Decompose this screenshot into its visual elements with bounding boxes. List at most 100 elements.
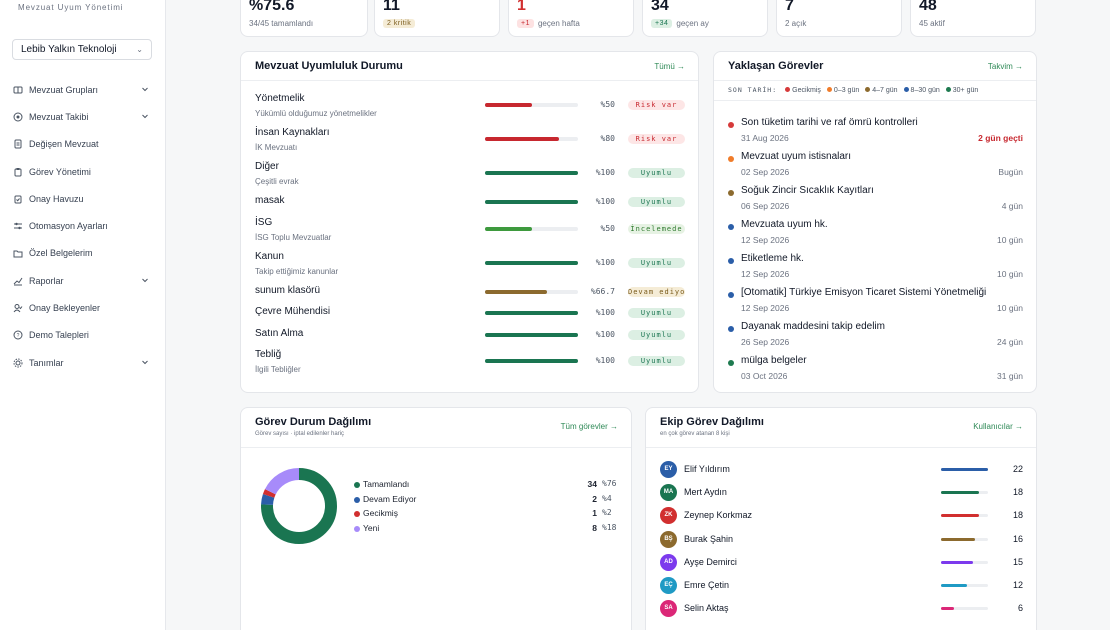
compliance-row[interactable]: Kanun Takip ettiğimiz kanunlar %100 Uyumlu bbox=[241, 251, 698, 285]
team-member-count: 12 bbox=[1012, 580, 1023, 590]
due-legend-text: 4–7 gün bbox=[872, 86, 898, 94]
task-item[interactable]: Etiketleme hk. 12 Sep 2026 10 gün bbox=[714, 253, 1036, 287]
compliance-row[interactable]: sunum klasörü %66.7 Devam ediyor bbox=[241, 285, 698, 307]
compliance-row[interactable]: İSG İSG Toplu Mevzuatlar %50 İncelemede bbox=[241, 216, 698, 251]
compliance-desc: Çeşitli evrak bbox=[255, 177, 299, 186]
task-name: Soğuk Zincir Sıcaklık Kayıtları bbox=[741, 185, 874, 196]
sidebar-item-onay-bekleyenler[interactable]: Onay Bekleyenler bbox=[0, 294, 165, 321]
stat-sub-text: geçen hafta bbox=[537, 19, 580, 28]
task-item[interactable]: Dayanak maddesini takip edelim 26 Sep 202… bbox=[714, 321, 1036, 355]
sidebar-item-onay-havuzu[interactable]: Onay Havuzu bbox=[0, 185, 165, 212]
compliance-name: Çevre Mühendisi bbox=[255, 306, 331, 317]
sidebar-item-label: Demo Talepleri bbox=[29, 330, 89, 341]
stat-sub: 2 açık bbox=[785, 19, 806, 28]
team-member-row[interactable]: AD Ayşe Demirci 15 bbox=[646, 553, 1036, 577]
sidebar-item-demo-talepleri[interactable]: ? Demo Talepleri bbox=[0, 322, 165, 349]
stat-card: 48 45 aktif bbox=[910, 0, 1036, 37]
compliance-progress-bar bbox=[485, 260, 578, 265]
compliance-row[interactable]: masak %100 Uyumlu bbox=[241, 195, 698, 217]
compliance-row[interactable]: İnsan Kaynakları İK Mevzuatı %80 Risk var bbox=[241, 127, 698, 161]
compliance-status-badge: Risk var bbox=[628, 134, 685, 144]
stat-sub-text: 45 aktif bbox=[919, 19, 945, 28]
task-name: Mevzuata uyum hk. bbox=[741, 219, 828, 230]
task-item[interactable]: mülga belgeler 03 Oct 2026 31 gün bbox=[714, 355, 1036, 389]
compliance-progress-fill bbox=[485, 359, 578, 363]
compliance-progress-bar bbox=[485, 332, 578, 337]
compliance-row[interactable]: Çevre Mühendisi %100 Uyumlu bbox=[241, 306, 698, 328]
sidebar-item-label: Onay Havuzu bbox=[29, 193, 84, 204]
due-legend-item: Gecikmiş bbox=[785, 86, 821, 94]
team-member-count: 18 bbox=[1012, 510, 1023, 521]
compliance-row[interactable]: Satın Alma %100 Uyumlu bbox=[241, 328, 698, 350]
sidebar-item-label: Mevzuat Takibi bbox=[29, 111, 89, 122]
compliance-progress-bar bbox=[485, 311, 578, 315]
chart-icon bbox=[13, 276, 23, 286]
sidebar-item-raporlar[interactable]: Raporlar bbox=[0, 267, 165, 294]
sidebar-item-özel-belgelerim[interactable]: Özel Belgelerim bbox=[0, 240, 165, 267]
compliance-row[interactable]: Diğer Çeşitli evrak %100 Uyumlu bbox=[241, 161, 698, 195]
task-date: 12 Sep 2026 bbox=[741, 303, 790, 313]
all-tasks-link[interactable]: Tüm görevler → bbox=[560, 422, 618, 431]
users-link[interactable]: Kullanıcılar → bbox=[973, 422, 1023, 431]
stat-card: 7 2 açık bbox=[776, 0, 902, 37]
sidebar-item-tanımlar[interactable]: Tanımlar bbox=[0, 349, 165, 376]
team-member-bar-fill bbox=[941, 491, 980, 495]
gear-icon bbox=[13, 358, 23, 368]
task-status-card: Görev Durum Dağılımı Görev sayısı · ipta… bbox=[240, 407, 632, 630]
task-item[interactable]: Mevzuat uyum istisnaları 02 Sep 2026 Bugün bbox=[714, 151, 1036, 185]
sidebar-item-görev-yönetimi[interactable]: Görev Yönetimi bbox=[0, 158, 165, 185]
due-legend-item: 4–7 gün bbox=[865, 86, 898, 94]
team-member-row[interactable]: EÇ Emre Çetin 12 bbox=[646, 577, 1036, 600]
sidebar-item-otomasyon-ayarları[interactable]: Otomasyon Ayarları bbox=[0, 212, 165, 239]
task-due-label: 10 gün bbox=[997, 303, 1023, 313]
sidebar-item-label: Özel Belgelerim bbox=[29, 248, 93, 259]
task-item[interactable]: Mevzuata uyum hk. 12 Sep 2026 10 gün bbox=[714, 219, 1036, 253]
team-title: Ekip Görev Dağılımı bbox=[660, 416, 764, 428]
compliance-percent: %66.7 bbox=[590, 286, 615, 296]
sidebar-item-mevzuat-takibi[interactable]: Mevzuat Takibi bbox=[0, 103, 165, 130]
team-tasks-card: Ekip Görev Dağılımı en çok görev atanan … bbox=[645, 407, 1037, 630]
team-subtitle: en çok görev atanan 8 kişi bbox=[660, 431, 730, 437]
calendar-link[interactable]: Takvim → bbox=[987, 62, 1023, 71]
compliance-row[interactable]: Yönetmelik Yükümlü olduğumuz yönetmelikle… bbox=[241, 93, 698, 127]
compliance-progress-fill bbox=[485, 311, 578, 315]
compliance-status-badge: Uyumlu bbox=[628, 197, 685, 207]
team-member-name: Emre Çetin bbox=[684, 580, 730, 590]
team-member-row[interactable]: ZK Zeynep Korkmaz 18 bbox=[646, 507, 1036, 530]
compliance-status-badge: İncelemede bbox=[628, 223, 685, 234]
organization-select[interactable]: Lebib Yalkın Teknoloji ⌄ bbox=[12, 39, 152, 60]
stat-value: 34 bbox=[651, 0, 669, 14]
team-member-row[interactable]: MA Mert Aydın 18 bbox=[646, 484, 1036, 507]
legend-dot bbox=[785, 86, 791, 92]
task-due-dot bbox=[728, 122, 734, 128]
task-item[interactable]: [Otomatik] Türkiye Emisyon Ticaret Siste… bbox=[714, 287, 1036, 321]
compliance-name: Diğer bbox=[255, 161, 279, 172]
team-member-row[interactable]: BŞ Burak Şahin 16 bbox=[646, 530, 1036, 554]
team-member-bar-fill bbox=[941, 584, 967, 587]
status-legend-dot bbox=[354, 482, 360, 488]
task-item[interactable]: Son tüketim tarihi ve raf ömrü kontrolle… bbox=[714, 117, 1036, 151]
status-legend-dot bbox=[354, 496, 360, 503]
team-member-name: Burak Şahin bbox=[684, 533, 734, 544]
avatar: BŞ bbox=[660, 530, 677, 548]
compliance-progress-fill bbox=[485, 260, 578, 265]
team-member-count: 15 bbox=[1012, 556, 1023, 567]
compliance-title: Mevzuat Uyumluluk Durumu bbox=[255, 60, 403, 72]
status-legend-label: Yeni bbox=[363, 522, 380, 533]
team-member-row[interactable]: EY Elif Yıldırım 22 bbox=[646, 461, 1036, 484]
team-member-row[interactable]: SA Selin Aktaş 6 bbox=[646, 600, 1036, 623]
task-name: Etiketleme hk. bbox=[741, 253, 804, 264]
compliance-progress-bar bbox=[485, 359, 578, 363]
compliance-progress-bar bbox=[485, 137, 578, 141]
compliance-percent: %80 bbox=[600, 134, 615, 143]
sidebar-item-değişen-mevzuat[interactable]: Değişen Mevzuat bbox=[0, 131, 165, 158]
task-item[interactable]: Soğuk Zincir Sıcaklık Kayıtları 06 Sep 20… bbox=[714, 185, 1036, 219]
compliance-all-link[interactable]: Tümü → bbox=[654, 62, 685, 71]
book-icon bbox=[13, 85, 23, 95]
due-legend-label: SON TARİH: bbox=[728, 86, 778, 94]
sidebar-item-mevzuat-grupları[interactable]: Mevzuat Grupları bbox=[0, 76, 165, 103]
compliance-name: İSG bbox=[255, 216, 273, 228]
sidebar-item-label: Onay Bekleyenler bbox=[29, 303, 101, 314]
compliance-row[interactable]: Tebliğ İlgili Tebliğler %100 Uyumlu bbox=[241, 349, 698, 383]
chevron-down-icon: ⌄ bbox=[136, 45, 143, 54]
